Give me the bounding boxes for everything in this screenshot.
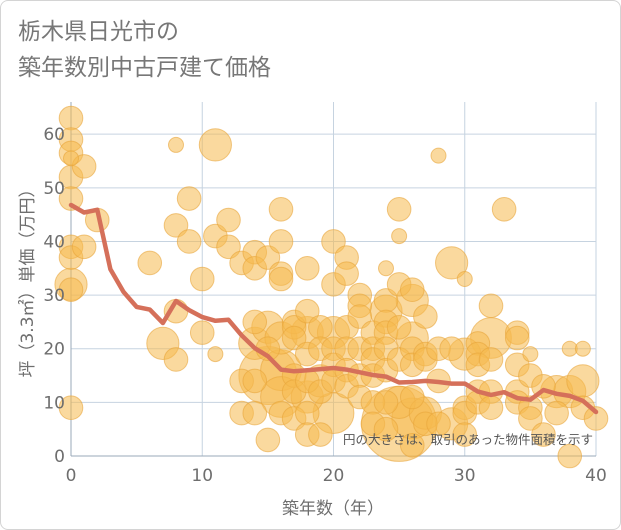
scatter-bubble: [583, 406, 609, 431]
scatter-bubble: [216, 234, 241, 260]
scatter-bubble: [522, 346, 539, 363]
scatter-bubble: [478, 293, 504, 319]
y-tick-label: 60: [43, 125, 65, 145]
scatter-bubble: [557, 443, 583, 469]
scatter-bubble: [71, 234, 97, 260]
scatter-bubble: [426, 411, 451, 437]
scatter-bubble: [242, 309, 268, 335]
scatter-bubble: [347, 304, 373, 329]
chart-title-line-2: 築年数別中古戸建て価格: [18, 55, 271, 81]
y-tick-label: 10: [43, 393, 65, 413]
scatter-bubble: [435, 246, 469, 280]
y-tick-label: 30: [43, 286, 65, 306]
scatter-bubble: [413, 304, 438, 329]
scatter-bubble: [176, 229, 202, 254]
scatter-bubble: [137, 250, 163, 276]
x-tick-label: 40: [585, 466, 607, 486]
scatter-bubble: [373, 390, 399, 415]
scatter-bubble: [163, 213, 189, 238]
y-axis-label: 坪（3.3㎡）単価（万円）: [18, 180, 38, 377]
scatter-bubble: [255, 245, 281, 270]
scatter-bubble: [452, 422, 478, 447]
x-tick-label: 10: [191, 466, 213, 486]
scatter-bubble: [294, 400, 320, 426]
scatter-bubble: [399, 384, 425, 410]
y-tick-label: 50: [43, 179, 65, 199]
y-tick-labels: 0 10 20 30 40 50 60: [43, 125, 65, 467]
scatter-bubble: [58, 277, 84, 303]
y-tick-label: 40: [43, 232, 65, 252]
scatter-bubble: [216, 207, 241, 233]
scatter-bubble: [399, 277, 425, 303]
x-axis-label: 築年数（年）: [282, 499, 384, 519]
scatter-bubble: [163, 347, 189, 372]
chart-title-line-1: 栃木県日光市の: [18, 19, 179, 45]
x-tick-label: 20: [323, 466, 345, 486]
scatter-bubble: [189, 320, 215, 345]
x-tick-label: 30: [454, 466, 476, 486]
scatter-bubble: [478, 347, 504, 372]
scatter-bubble: [255, 427, 281, 453]
scatter-bubble: [168, 136, 184, 153]
bubble-layer: [54, 105, 609, 469]
scatter-bubble: [294, 298, 320, 324]
scatter-bubble: [386, 196, 412, 222]
scatter-bubble: [574, 340, 591, 357]
x-tick-label: 0: [66, 466, 77, 486]
scatter-bubble: [478, 395, 504, 421]
scatter-bubble: [242, 368, 268, 394]
scatter-bubble: [281, 325, 307, 351]
scatter-bubble: [268, 196, 294, 222]
scatter-bubble: [386, 314, 412, 340]
scatter-bubble: [58, 186, 84, 211]
scatter-bubble: [456, 271, 473, 287]
scatter-bubble: [268, 229, 294, 254]
average-price-line: [68, 202, 599, 415]
scatter-bubble: [308, 314, 333, 340]
scatter-bubble: [439, 336, 464, 362]
chart-title: 栃木県日光市の 築年数別中古戸建て価格: [18, 14, 271, 86]
scatter-bubble: [391, 228, 408, 245]
scatter-bubble: [176, 186, 202, 211]
scatter-bubble: [399, 432, 425, 458]
scatter-bubble: [531, 422, 556, 447]
scatter-bubble: [504, 325, 530, 351]
scatter-bubble: [373, 416, 399, 442]
y-tick-label: 20: [43, 340, 65, 360]
scatter-bubble: [58, 395, 84, 421]
x-tick-labels: 0 10 20 30 40: [66, 466, 607, 486]
scatter-bubble: [321, 229, 346, 254]
scatter-bubble: [63, 150, 79, 167]
scatter-bubble: [491, 196, 517, 222]
trend-line-layer: [68, 202, 599, 415]
scatter-bubble: [378, 260, 394, 277]
scatter-bubble: [207, 346, 224, 363]
bubble-size-note: 円の大きさは、取引のあった物件面積を示す: [343, 432, 593, 447]
scatter-bubble: [308, 422, 333, 447]
scatter-bubble: [268, 266, 294, 292]
scatter-bubble: [430, 147, 447, 164]
scatter-bubble: [334, 261, 359, 286]
scatter-bubble: [198, 128, 232, 162]
scatter-bubble: [189, 266, 215, 292]
y-tick-label: 0: [54, 447, 65, 467]
scatter-bubble: [242, 400, 268, 426]
scatter-bubble: [566, 364, 600, 398]
scatter-bubble: [294, 255, 320, 281]
scatter-bubble: [518, 406, 543, 431]
scatter-bubble: [544, 400, 569, 426]
